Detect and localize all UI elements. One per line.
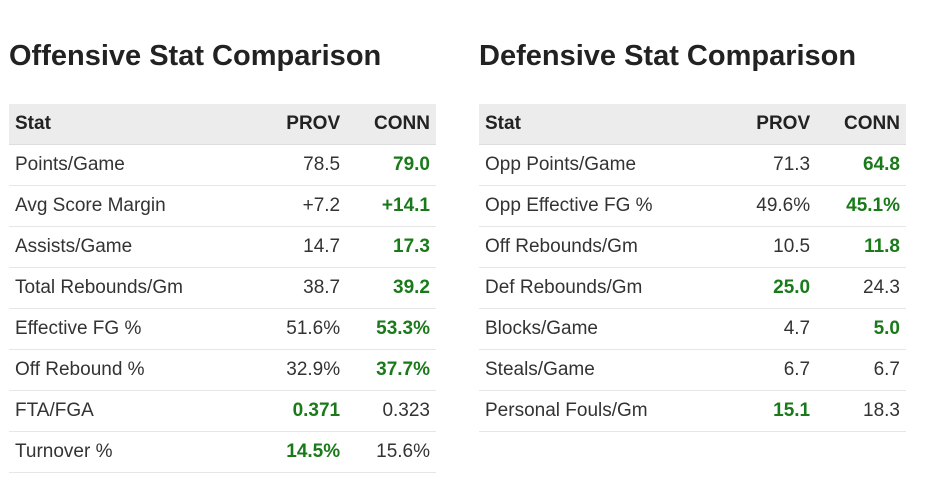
stat-label-cell: FTA/FGA (9, 390, 259, 432)
table-row: Opp Points/Game 71.3 64.8 (479, 144, 906, 186)
offensive-rows: Points/Game 78.5 79.0 Avg Score Margin +7.2 +… (9, 144, 436, 473)
table-row: Def Rebounds/Gm 25.0 24.3 (479, 267, 906, 309)
stat-label-cell: Off Rebounds/Gm (479, 226, 729, 268)
stat-label-cell: Points/Game (9, 144, 259, 186)
stat-label-cell: Off Rebound % (9, 349, 259, 391)
prov-value-cell: +7.2 (259, 185, 347, 227)
column-header-conn: CONN (346, 104, 436, 145)
conn-value-cell: 6.7 (816, 349, 906, 391)
prov-value-cell: 71.3 (729, 144, 817, 186)
conn-value-cell: 5.0 (816, 308, 906, 350)
prov-value-cell: 15.1 (729, 390, 817, 432)
table-row: Turnover % 14.5% 15.6% (9, 431, 436, 473)
prov-value-cell: 38.7 (259, 267, 347, 309)
defensive-rows: Opp Points/Game 71.3 64.8 Opp Effective FG … (479, 144, 906, 432)
prov-value-cell: 10.5 (729, 226, 817, 268)
prov-value-cell: 51.6% (259, 308, 347, 350)
stat-label-cell: Blocks/Game (479, 308, 729, 350)
table-row: Blocks/Game 4.7 5.0 (479, 308, 906, 350)
prov-value-cell: 6.7 (729, 349, 817, 391)
conn-value-cell: 39.2 (346, 267, 436, 309)
conn-value-cell: 15.6% (346, 431, 436, 473)
table-header-row: Stat PROV CONN (479, 104, 906, 145)
table-row: Steals/Game 6.7 6.7 (479, 349, 906, 391)
stat-label-cell: Def Rebounds/Gm (479, 267, 729, 309)
stat-label-cell: Opp Effective FG % (479, 185, 729, 227)
conn-value-cell: 64.8 (816, 144, 906, 186)
column-header-prov: PROV (729, 104, 817, 145)
stat-label-cell: Opp Points/Game (479, 144, 729, 186)
stat-label-cell: Total Rebounds/Gm (9, 267, 259, 309)
prov-value-cell: 78.5 (259, 144, 347, 186)
defensive-title: Defensive Stat Comparison (479, 40, 857, 72)
conn-value-cell: 18.3 (816, 390, 906, 432)
conn-value-cell: +14.1 (346, 185, 436, 227)
conn-value-cell: 53.3% (346, 308, 436, 350)
conn-value-cell: 37.7% (346, 349, 436, 391)
prov-value-cell: 14.7 (259, 226, 347, 268)
conn-value-cell: 11.8 (816, 226, 906, 268)
column-header-stat: Stat (479, 104, 729, 145)
conn-value-cell: 79.0 (346, 144, 436, 186)
table-row: Avg Score Margin +7.2 +14.1 (9, 185, 436, 227)
stat-label-cell: Avg Score Margin (9, 185, 259, 227)
prov-value-cell: 4.7 (729, 308, 817, 350)
conn-value-cell: 45.1% (816, 185, 906, 227)
table-row: Points/Game 78.5 79.0 (9, 144, 436, 186)
conn-value-cell: 17.3 (346, 226, 436, 268)
column-header-conn: CONN (816, 104, 906, 145)
stat-label-cell: Personal Fouls/Gm (479, 390, 729, 432)
table-header-row: Stat PROV CONN (9, 104, 436, 145)
table-row: Effective FG % 51.6% 53.3% (9, 308, 436, 350)
column-header-prov: PROV (259, 104, 347, 145)
prov-value-cell: 49.6% (729, 185, 817, 227)
offensive-table: Stat PROV CONN Points/Game 78.5 79.0 Avg Sc… (9, 104, 436, 473)
table-row: Off Rebound % 32.9% 37.7% (9, 349, 436, 391)
conn-value-cell: 24.3 (816, 267, 906, 309)
table-row: FTA/FGA 0.371 0.323 (9, 390, 436, 432)
table-row: Personal Fouls/Gm 15.1 18.3 (479, 390, 906, 432)
table-row: Off Rebounds/Gm 10.5 11.8 (479, 226, 906, 268)
prov-value-cell: 25.0 (729, 267, 817, 309)
table-row: Total Rebounds/Gm 38.7 39.2 (9, 267, 436, 309)
prov-value-cell: 14.5% (259, 431, 347, 473)
prov-value-cell: 32.9% (259, 349, 347, 391)
stat-label-cell: Effective FG % (9, 308, 259, 350)
table-row: Assists/Game 14.7 17.3 (9, 226, 436, 268)
offensive-title: Offensive Stat Comparison (9, 40, 382, 72)
stat-label-cell: Assists/Game (9, 226, 259, 268)
table-row: Opp Effective FG % 49.6% 45.1% (479, 185, 906, 227)
column-header-stat: Stat (9, 104, 259, 145)
prov-value-cell: 0.371 (259, 390, 347, 432)
stat-label-cell: Steals/Game (479, 349, 729, 391)
stat-label-cell: Turnover % (9, 431, 259, 473)
conn-value-cell: 0.323 (346, 390, 436, 432)
defensive-table: Stat PROV CONN Opp Points/Game 71.3 64.8 Op… (479, 104, 906, 432)
